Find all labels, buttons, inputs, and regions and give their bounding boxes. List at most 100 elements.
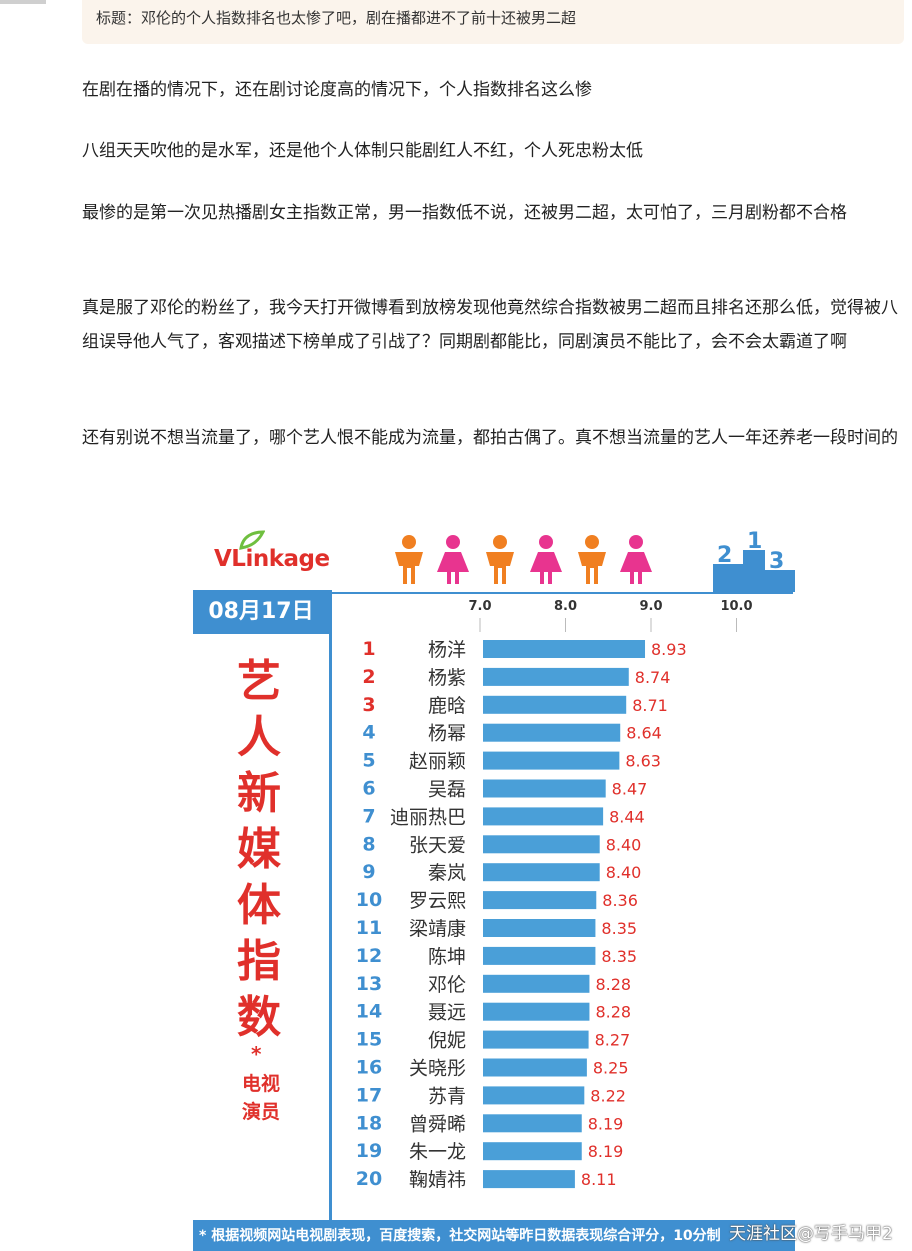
name-label: 关晓彤: [409, 1058, 466, 1080]
value-label: 8.64: [626, 724, 662, 743]
bar: [483, 974, 590, 993]
svg-text:2: 2: [717, 543, 732, 568]
male-figure-icon: [480, 534, 520, 590]
vlinkage-logo: VLinkage: [214, 546, 330, 572]
rank-label: 20: [356, 1168, 382, 1190]
rank-label: 17: [356, 1084, 382, 1106]
rank-label: 5: [362, 750, 375, 772]
value-label: 8.74: [635, 668, 671, 687]
bar: [483, 779, 606, 798]
name-label: 梁靖康: [409, 918, 466, 940]
name-label: 杨紫: [428, 667, 466, 689]
x-tick-label: 7.0: [468, 599, 491, 614]
watermark: 天涯社区@写手马甲2: [729, 1224, 893, 1244]
value-label: 8.71: [632, 696, 668, 715]
bar: [483, 891, 597, 910]
leaf-logo-icon: [239, 530, 265, 550]
podium-icon: 1 2 3: [713, 530, 795, 592]
rank-label: 16: [356, 1057, 382, 1079]
rank-label: 6: [362, 778, 375, 800]
footnote-text: * 根据视频网站电视剧表现，百度搜索，社交网站等昨日数据表现综合评分，10分制: [199, 1228, 721, 1244]
value-label: 8.19: [588, 1114, 624, 1133]
value-label: 8.11: [581, 1170, 617, 1189]
female-figure-icon: [433, 534, 473, 590]
value-label: 8.44: [609, 807, 645, 826]
value-label: 8.27: [595, 1031, 631, 1050]
rank-label: 15: [356, 1029, 382, 1051]
name-label: 罗云熙: [409, 890, 466, 912]
bar: [483, 751, 620, 770]
post-title: 标题：邓伦的个人指数排名也太惨了吧，剧在播都进不了前十还被男二超: [82, 0, 904, 44]
infographic-title: 艺人新媒体指数: [237, 656, 281, 1043]
male-figure-icon: [572, 534, 612, 590]
name-label: 鞠婧祎: [409, 1169, 466, 1191]
female-figure-icon: [616, 534, 656, 590]
rank-label: 7: [362, 805, 375, 827]
name-label: 赵丽颖: [409, 751, 466, 773]
rank-label: 1: [362, 638, 375, 660]
bar: [483, 863, 600, 882]
bar: [483, 1086, 585, 1105]
value-label: 8.47: [612, 780, 648, 799]
name-label: 邓伦: [428, 974, 466, 996]
post-paragraph-3: 最惨的是第一次见热播剧女主指数正常，男一指数低不说，还被男二超，太可怕了，三月剧…: [82, 203, 847, 223]
name-label: 陈坤: [428, 946, 466, 968]
bar: [483, 1114, 582, 1133]
rank-label: 3: [362, 694, 375, 716]
name-label: 朱一龙: [409, 1141, 466, 1163]
x-tick-label: 10.0: [720, 599, 752, 614]
value-label: 8.35: [601, 947, 637, 966]
rank-label: 14: [356, 1001, 382, 1023]
value-label: 8.19: [588, 1142, 624, 1161]
name-label: 迪丽热巴: [390, 806, 466, 828]
bar: [483, 1142, 582, 1161]
bar: [483, 1170, 575, 1189]
x-tick-label: 9.0: [639, 599, 662, 614]
svg-text:3: 3: [769, 549, 784, 574]
name-label: 鹿晗: [428, 695, 466, 717]
bar: [483, 640, 646, 658]
axis-top-line: [329, 592, 793, 594]
index-infographic: VLinkage 1 2 3 08月17日 艺人新媒体指数 * 电视演员 7.0…: [193, 522, 795, 1251]
x-tick-label: 8.0: [554, 599, 577, 614]
value-label: 8.25: [593, 1059, 629, 1078]
infographic-subtitle: 电视演员: [241, 1073, 280, 1123]
bar: [483, 835, 600, 854]
rank-label: 19: [356, 1140, 382, 1162]
value-label: 8.22: [590, 1086, 626, 1105]
divider-line: [329, 590, 332, 1220]
footnote-bar: * 根据视频网站电视剧表现，百度搜索，社交网站等昨日数据表现综合评分，10分制: [193, 1220, 795, 1251]
value-label: 8.36: [602, 891, 638, 910]
post-paragraph-1: 在剧在播的情况下，还在剧讨论度高的情况下，个人指数排名这么惨: [82, 80, 592, 100]
bar: [483, 1002, 590, 1021]
rank-label: 13: [356, 973, 382, 995]
rank-label: 10: [356, 889, 382, 911]
value-label: 8.40: [606, 863, 642, 882]
name-label: 秦岚: [428, 862, 466, 884]
male-figure-icon: [389, 534, 429, 590]
post-paragraph-5: 还有别说不想当流量了，哪个艺人恨不能成为流量，都拍古偶了。真不想当流量的艺人一年…: [82, 428, 898, 448]
post-paragraph-4: 真是服了邓伦的粉丝了，我今天打开微博看到放榜发现他竟然综合指数被男二超而且排名还…: [82, 298, 898, 352]
rank-label: 4: [362, 722, 375, 744]
name-label: 曾舜晞: [409, 1113, 466, 1135]
bar: [483, 695, 627, 714]
avatar: [0, 0, 46, 4]
name-label: 聂远: [428, 1002, 466, 1024]
name-label: 倪妮: [428, 1030, 466, 1052]
bar: [483, 1058, 587, 1077]
name-label: 杨洋: [428, 639, 466, 661]
name-label: 吴磊: [428, 779, 466, 801]
bar: [483, 807, 604, 826]
post-paragraph-2: 八组天天吹他的是水军，还是他个人体制只能剧红人不红，个人死忠粉太低: [82, 141, 643, 161]
rank-label: 9: [362, 861, 375, 883]
value-label: 8.93: [651, 640, 687, 659]
value-label: 8.28: [595, 975, 631, 994]
name-label: 苏青: [428, 1085, 466, 1107]
female-figure-icon: [526, 534, 566, 590]
value-label: 8.35: [601, 919, 637, 938]
rank-label: 18: [356, 1112, 382, 1134]
value-label: 8.40: [606, 835, 642, 854]
rank-label: 2: [362, 666, 375, 688]
side-star: *: [251, 1042, 262, 1066]
rank-label: 11: [356, 917, 382, 939]
